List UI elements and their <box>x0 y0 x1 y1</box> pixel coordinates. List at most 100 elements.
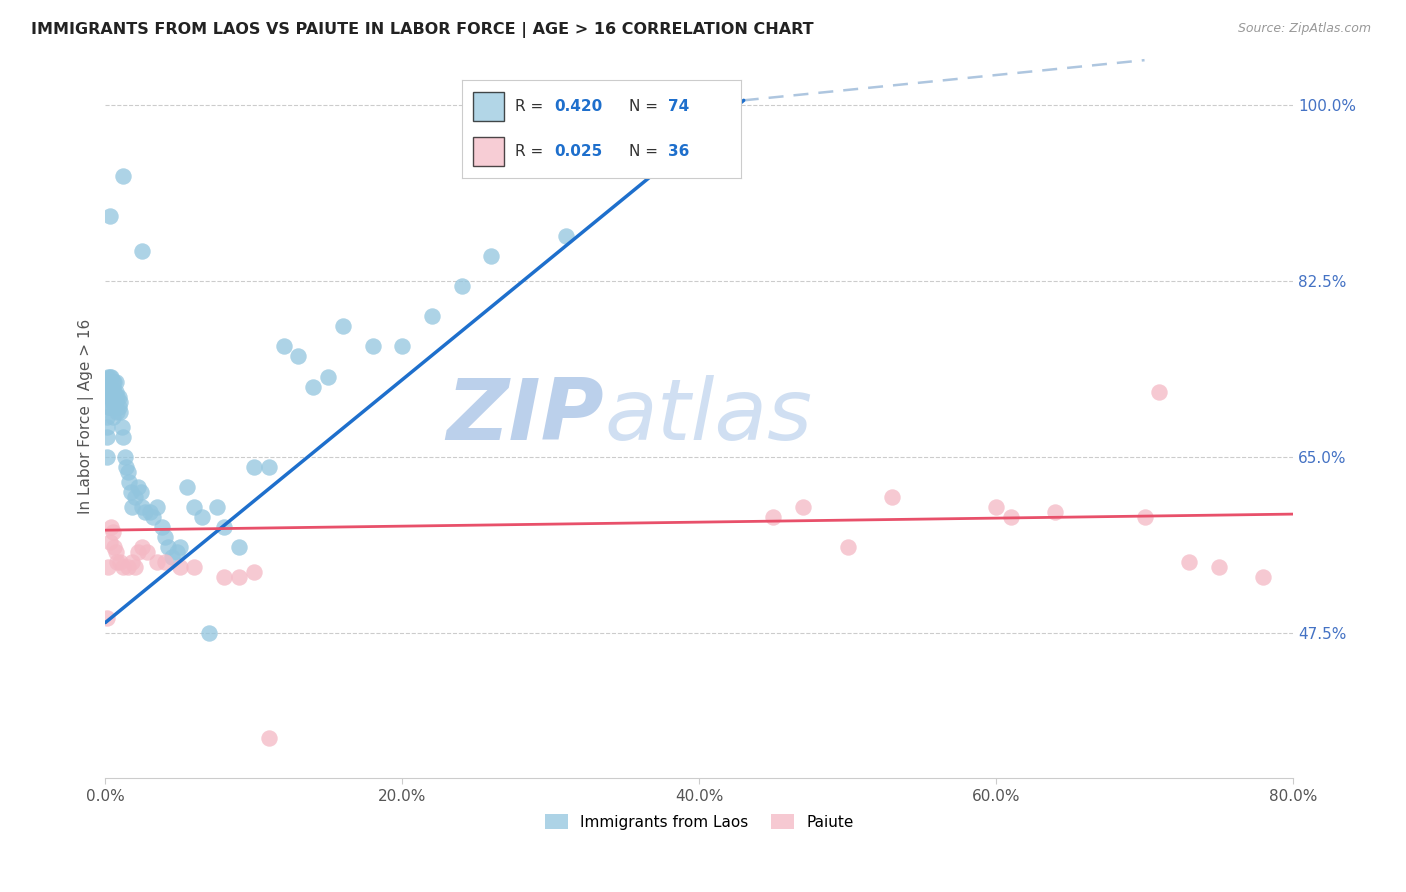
Point <box>257 459 280 474</box>
Point <box>156 540 179 554</box>
Legend: Immigrants from Laos, Paiute: Immigrants from Laos, Paiute <box>538 807 859 836</box>
Point <box>1133 510 1156 524</box>
Point <box>169 540 191 554</box>
Point <box>127 545 149 559</box>
Point <box>107 400 129 414</box>
Point <box>1178 555 1201 569</box>
Point <box>228 570 250 584</box>
Point <box>111 419 134 434</box>
Point <box>117 465 139 479</box>
Point <box>420 310 443 324</box>
Point <box>104 394 127 409</box>
Point <box>114 450 136 464</box>
Point <box>96 409 118 424</box>
Point <box>134 505 156 519</box>
Point <box>100 520 122 534</box>
Point <box>98 379 121 393</box>
Point <box>104 384 127 399</box>
Point <box>139 505 162 519</box>
Point <box>1253 570 1275 584</box>
Point <box>104 545 127 559</box>
Point <box>391 339 413 353</box>
Point <box>107 390 129 404</box>
Point <box>101 409 124 424</box>
Point <box>1000 510 1022 524</box>
Point <box>96 610 118 624</box>
Point <box>98 390 121 404</box>
Y-axis label: In Labor Force | Age > 16: In Labor Force | Age > 16 <box>79 319 94 515</box>
Point <box>205 500 228 514</box>
Point <box>146 555 169 569</box>
Point <box>118 475 141 489</box>
Point <box>103 375 125 389</box>
Point <box>97 369 120 384</box>
Point <box>105 390 128 404</box>
Point <box>554 228 576 243</box>
Point <box>104 375 127 389</box>
Point <box>100 369 122 384</box>
Point <box>103 400 125 414</box>
Point <box>450 279 472 293</box>
Point <box>243 566 266 580</box>
Point <box>101 394 124 409</box>
Point <box>142 510 165 524</box>
Point <box>762 510 785 524</box>
Point <box>166 545 188 559</box>
Point <box>97 379 120 393</box>
Point <box>198 625 221 640</box>
Point <box>101 525 124 540</box>
Point <box>121 555 143 569</box>
Point <box>316 369 339 384</box>
Point <box>228 540 250 554</box>
Point <box>98 535 121 549</box>
Text: Source: ZipAtlas.com: Source: ZipAtlas.com <box>1237 22 1371 36</box>
Point <box>101 384 124 399</box>
Text: ZIP: ZIP <box>447 376 605 458</box>
Point <box>124 560 146 574</box>
Point <box>361 339 384 353</box>
Point <box>129 485 152 500</box>
Point <box>984 500 1007 514</box>
Point <box>110 555 132 569</box>
Point <box>183 500 205 514</box>
Point <box>103 384 125 399</box>
Point <box>287 350 309 364</box>
Point <box>120 485 142 500</box>
Point <box>160 550 183 565</box>
Text: IMMIGRANTS FROM LAOS VS PAIUTE IN LABOR FORCE | AGE > 16 CORRELATION CHART: IMMIGRANTS FROM LAOS VS PAIUTE IN LABOR … <box>31 22 814 38</box>
Point <box>96 419 118 434</box>
Point <box>212 520 235 534</box>
Point <box>332 319 354 334</box>
Point <box>479 249 502 263</box>
Point <box>153 530 176 544</box>
Point <box>124 490 146 504</box>
Point <box>112 430 135 444</box>
Point <box>136 545 159 559</box>
Point <box>212 570 235 584</box>
Point <box>153 555 176 569</box>
Point <box>243 459 266 474</box>
Point <box>183 560 205 574</box>
Point <box>100 379 122 393</box>
Point <box>121 500 143 514</box>
Point <box>131 540 153 554</box>
Point <box>97 400 120 414</box>
Point <box>131 500 153 514</box>
Point <box>150 520 173 534</box>
Point <box>176 480 198 494</box>
Point <box>127 480 149 494</box>
Point <box>115 459 138 474</box>
Point <box>131 244 153 258</box>
Text: atlas: atlas <box>605 376 813 458</box>
Point <box>112 169 135 183</box>
Point <box>792 500 814 514</box>
Point <box>97 560 120 574</box>
Point <box>146 500 169 514</box>
Point <box>1208 560 1230 574</box>
Point <box>169 560 191 574</box>
Point <box>110 394 132 409</box>
Point <box>112 560 135 574</box>
Point <box>273 339 295 353</box>
Point <box>98 400 121 414</box>
Point <box>658 138 681 153</box>
